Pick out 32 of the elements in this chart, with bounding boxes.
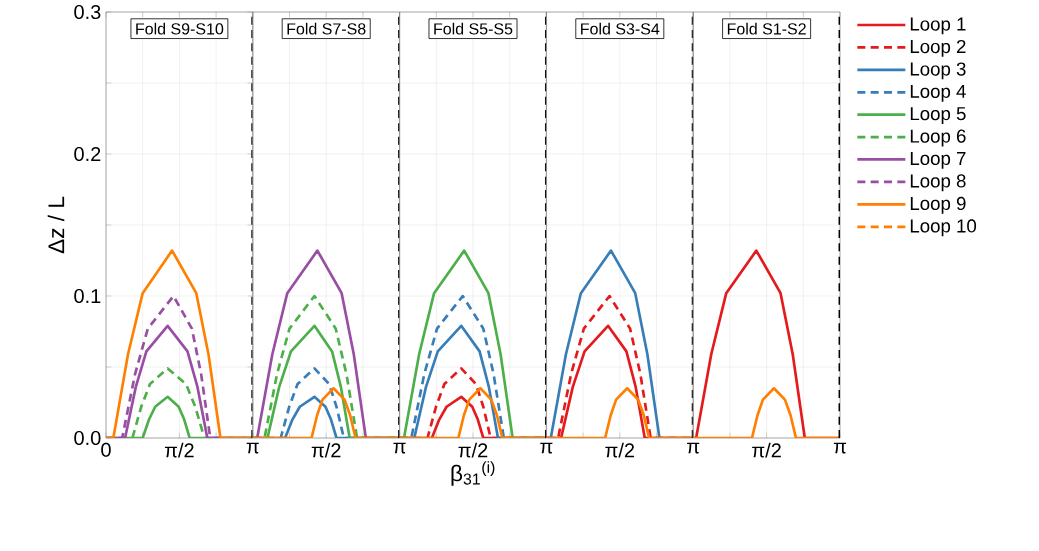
y-tick-label: 0.1 — [74, 288, 101, 304]
legend-label: Loop 3 — [910, 62, 966, 80]
text: Fold S9-S10 — [136, 22, 224, 35]
legend-label: Loop 1 — [910, 17, 966, 35]
text: Fold S1-S2 — [727, 22, 806, 35]
text: Fold S5-S5 — [434, 22, 513, 35]
y-axis-title: Δz / L — [47, 196, 65, 254]
x-tick-label: π/2 — [458, 442, 488, 458]
x-tick-label: π — [833, 442, 847, 454]
x-tick-label: π — [540, 442, 553, 454]
x-tick-label: 0 — [101, 442, 111, 457]
legend-label: Loop 2 — [910, 39, 966, 57]
x-tick-label: π — [393, 442, 406, 454]
legend-label: Loop 10 — [910, 219, 977, 237]
legend-label: Loop 5 — [910, 107, 966, 124]
y-tick-label: 0.0 — [74, 430, 101, 446]
y-tick-label: 0.2 — [74, 146, 101, 162]
legend-label: Loop 6 — [910, 129, 966, 147]
x-tick-label: π — [246, 442, 259, 454]
legend-label: Loop 4 — [910, 84, 966, 102]
text: Fold S3-S4 — [581, 22, 660, 35]
x-axis-title: β$_{31}$(i) — [451, 461, 495, 486]
x-tick-label: π/2 — [311, 442, 341, 458]
x-tick-label: π/2 — [605, 442, 635, 458]
y-tick-label: 0.3 — [74, 4, 101, 20]
legend-label: Loop 9 — [910, 196, 966, 214]
x-tick-label: π/2 — [164, 442, 194, 458]
legend-label: Loop 7 — [910, 152, 966, 169]
x-tick-label: π — [687, 442, 700, 454]
x-tick-label: π/2 — [752, 442, 781, 458]
text: Fold S7-S8 — [287, 22, 366, 35]
legend-label: Loop 8 — [910, 174, 966, 192]
